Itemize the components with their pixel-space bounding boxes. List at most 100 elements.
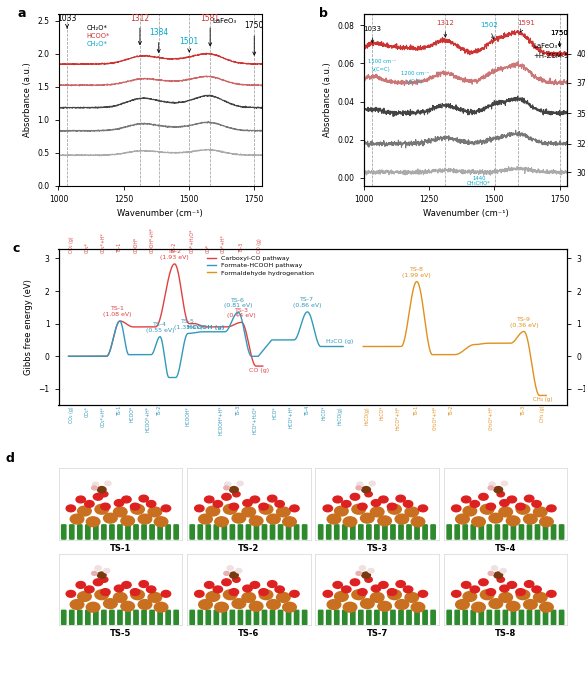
FancyBboxPatch shape — [158, 610, 162, 625]
Text: TS-2
(1.93 eV): TS-2 (1.93 eV) — [160, 250, 189, 260]
Circle shape — [500, 500, 509, 507]
Circle shape — [378, 601, 391, 611]
Circle shape — [87, 517, 100, 527]
FancyBboxPatch shape — [527, 610, 532, 625]
Circle shape — [547, 505, 556, 512]
Circle shape — [161, 591, 171, 597]
Circle shape — [494, 486, 503, 493]
Circle shape — [516, 503, 525, 510]
Text: d: d — [6, 452, 15, 465]
Y-axis label: Gibbs free energy (eV): Gibbs free energy (eV) — [24, 279, 33, 375]
Circle shape — [352, 590, 366, 600]
Text: 1100 cm⁻¹: 1100 cm⁻¹ — [367, 60, 395, 65]
Circle shape — [224, 486, 229, 490]
Circle shape — [378, 516, 391, 525]
FancyBboxPatch shape — [479, 525, 483, 539]
Circle shape — [259, 505, 273, 514]
FancyBboxPatch shape — [190, 610, 194, 625]
Circle shape — [229, 572, 238, 578]
Circle shape — [139, 496, 149, 502]
Circle shape — [121, 601, 135, 611]
Text: H₂CO*+H*: H₂CO*+H* — [395, 406, 400, 430]
Circle shape — [525, 580, 534, 587]
Circle shape — [357, 589, 367, 596]
FancyBboxPatch shape — [350, 610, 355, 625]
Circle shape — [499, 507, 512, 517]
Text: 1312: 1312 — [130, 13, 150, 44]
Circle shape — [146, 500, 156, 507]
FancyBboxPatch shape — [559, 610, 564, 625]
Text: TS-6: TS-6 — [238, 630, 259, 639]
FancyBboxPatch shape — [126, 610, 130, 625]
Circle shape — [275, 586, 284, 593]
Circle shape — [501, 481, 508, 486]
Text: CH₂O*: CH₂O* — [87, 26, 108, 31]
Circle shape — [486, 503, 495, 510]
Text: TS-1: TS-1 — [118, 243, 122, 254]
Circle shape — [365, 491, 372, 497]
Circle shape — [362, 572, 370, 578]
FancyBboxPatch shape — [359, 610, 363, 625]
FancyBboxPatch shape — [198, 525, 202, 539]
Text: COOH*+H*: COOH*+H* — [150, 227, 155, 254]
FancyBboxPatch shape — [126, 525, 130, 539]
FancyBboxPatch shape — [246, 525, 250, 539]
Text: TS-5
(1.35 eV): TS-5 (1.35 eV) — [174, 319, 202, 329]
Circle shape — [452, 591, 461, 597]
FancyBboxPatch shape — [415, 525, 419, 539]
Circle shape — [113, 593, 127, 603]
Circle shape — [223, 590, 237, 600]
Text: LaFeO₃: LaFeO₃ — [212, 17, 236, 24]
Circle shape — [356, 486, 362, 490]
FancyBboxPatch shape — [326, 610, 331, 625]
FancyBboxPatch shape — [262, 610, 267, 625]
FancyBboxPatch shape — [375, 610, 379, 625]
FancyBboxPatch shape — [254, 610, 259, 625]
Text: 1033: 1033 — [363, 26, 381, 43]
FancyBboxPatch shape — [214, 610, 218, 625]
Circle shape — [539, 517, 553, 527]
FancyBboxPatch shape — [487, 525, 491, 539]
Text: TS-4: TS-4 — [495, 544, 517, 553]
Circle shape — [94, 493, 103, 500]
Circle shape — [378, 582, 388, 589]
Text: CO*+H₂O*: CO*+H₂O* — [190, 229, 195, 254]
Text: TS-3: TS-3 — [367, 544, 388, 553]
Circle shape — [472, 603, 486, 612]
Circle shape — [333, 496, 342, 503]
Circle shape — [229, 486, 238, 493]
Text: HCO*+H*: HCO*+H* — [288, 406, 293, 428]
Circle shape — [267, 514, 280, 524]
FancyBboxPatch shape — [78, 610, 82, 625]
Circle shape — [378, 496, 388, 503]
Circle shape — [456, 514, 469, 524]
FancyBboxPatch shape — [479, 610, 483, 625]
Circle shape — [283, 603, 296, 612]
Text: TS-7: TS-7 — [367, 630, 388, 639]
Circle shape — [161, 505, 171, 512]
Circle shape — [488, 486, 494, 490]
Circle shape — [507, 496, 517, 503]
Circle shape — [131, 505, 144, 514]
FancyBboxPatch shape — [383, 525, 387, 539]
FancyBboxPatch shape — [559, 525, 564, 539]
Circle shape — [539, 603, 553, 612]
Circle shape — [114, 500, 123, 507]
Circle shape — [500, 585, 509, 592]
FancyBboxPatch shape — [335, 525, 339, 539]
Text: CO₂ (g): CO₂ (g) — [70, 237, 74, 254]
Circle shape — [370, 507, 384, 517]
Circle shape — [387, 503, 397, 510]
Text: TS-3
(0.44 eV): TS-3 (0.44 eV) — [227, 308, 256, 318]
Circle shape — [224, 571, 229, 575]
FancyBboxPatch shape — [287, 610, 291, 625]
Text: TS-1: TS-1 — [109, 544, 131, 553]
FancyBboxPatch shape — [350, 525, 355, 539]
Circle shape — [323, 591, 332, 597]
Text: 1750: 1750 — [550, 30, 569, 47]
FancyBboxPatch shape — [552, 610, 556, 625]
Text: ν(C-C): ν(C-C) — [407, 79, 423, 83]
Circle shape — [497, 491, 504, 497]
Circle shape — [101, 491, 108, 497]
Circle shape — [92, 482, 99, 486]
